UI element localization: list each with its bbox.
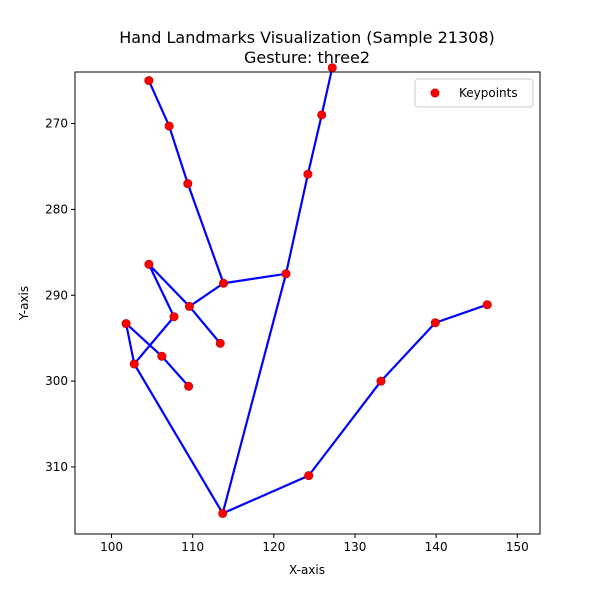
x-tick-label: 140 xyxy=(425,540,448,554)
keypoint xyxy=(169,312,179,322)
connection-line xyxy=(221,474,310,515)
legend-box xyxy=(414,78,534,108)
y-tick-label: 280 xyxy=(45,202,68,216)
connection-line xyxy=(320,66,334,117)
keypoint xyxy=(144,76,154,86)
keypoint xyxy=(430,318,440,328)
connection-line xyxy=(188,282,225,308)
x-tick-label: 130 xyxy=(344,540,367,554)
keypoint xyxy=(129,359,139,369)
connection-line xyxy=(306,113,323,176)
keypoint xyxy=(144,259,154,269)
connection-line xyxy=(133,315,176,366)
chart-title: Hand Landmarks Visualization (Sample 213… xyxy=(119,28,495,47)
keypoint xyxy=(121,319,131,329)
keypoint xyxy=(281,269,291,279)
keypoint xyxy=(376,376,386,386)
connection-line xyxy=(125,322,136,366)
keypoint xyxy=(304,471,314,481)
connection-line xyxy=(186,182,225,285)
keypoint xyxy=(184,381,194,391)
keypoint xyxy=(317,110,327,120)
connection-line xyxy=(168,125,189,185)
legend-marker xyxy=(430,88,440,98)
y-tick-label: 300 xyxy=(45,374,68,388)
connection-line xyxy=(160,355,190,388)
keypoint xyxy=(184,301,194,311)
keypoint xyxy=(219,278,229,288)
y-axis-label: Y-axis xyxy=(17,286,31,321)
connection-line xyxy=(284,173,310,275)
x-tick-label: 120 xyxy=(262,540,285,554)
chart-subtitle: Gesture: three2 xyxy=(244,48,370,67)
legend-label: Keypoints xyxy=(459,86,518,100)
x-axis-label: X-axis xyxy=(289,563,325,577)
y-tick-label: 310 xyxy=(45,460,68,474)
connection-line xyxy=(222,272,288,285)
connection-line xyxy=(147,263,191,308)
connection-line xyxy=(147,263,176,318)
connection-line xyxy=(379,321,437,383)
keypoint xyxy=(482,300,492,310)
y-tick-label: 270 xyxy=(45,117,68,131)
keypoint xyxy=(215,338,225,348)
keypoint xyxy=(303,169,313,179)
connection-line xyxy=(133,362,224,515)
plot-frame xyxy=(74,71,541,535)
x-tick-label: 110 xyxy=(181,540,204,554)
keypoint xyxy=(327,63,337,73)
connection-line xyxy=(307,380,383,477)
keypoint xyxy=(157,351,167,361)
connection-line xyxy=(188,305,222,345)
connection-line xyxy=(221,272,288,515)
connection-line xyxy=(434,303,489,324)
keypoint xyxy=(218,508,228,518)
keypoint xyxy=(164,121,174,131)
plot-area: 100 110 120 130 140 150 270 280 290 300 310 Keypoin… xyxy=(45,63,541,554)
connection-line xyxy=(125,322,163,358)
y-tick-label: 290 xyxy=(45,288,68,302)
x-tick-label: 150 xyxy=(506,540,529,554)
keypoint xyxy=(183,179,193,189)
connection-line xyxy=(147,79,171,128)
x-tick-label: 100 xyxy=(100,540,123,554)
